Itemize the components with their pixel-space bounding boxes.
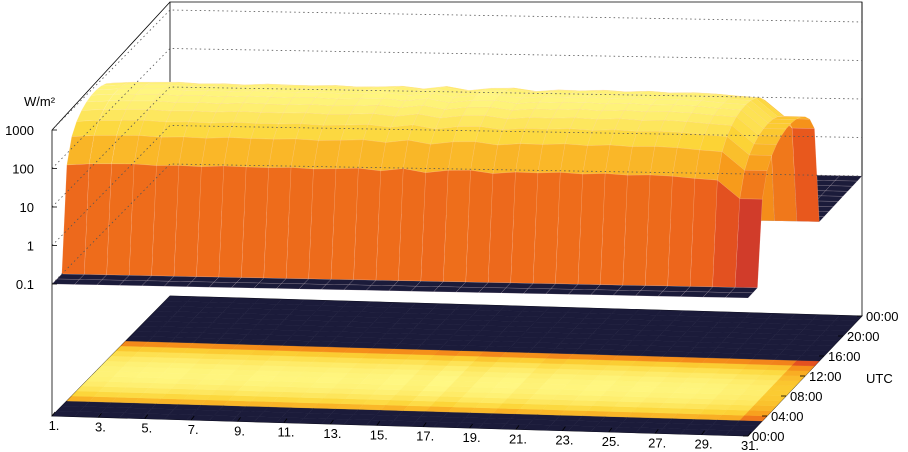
- z-tick-label: 10: [20, 200, 34, 215]
- x-tick-mark: [237, 417, 241, 422]
- x-tick-mark: [515, 425, 520, 430]
- x-tick-mark: [469, 423, 473, 429]
- y-tick-label: 08:00: [790, 389, 823, 404]
- x-tick-mark: [98, 413, 102, 418]
- x-tick-label: 29.: [695, 437, 713, 452]
- x-tick-mark: [608, 427, 613, 433]
- y-tick-label: 12:00: [809, 369, 842, 384]
- heatmap-cell: [810, 340, 839, 347]
- z-tick-label: 1: [27, 239, 34, 254]
- x-tick-label: 9.: [234, 423, 245, 438]
- y-tick-label: 04:00: [771, 409, 804, 424]
- surface-patch: [753, 135, 782, 145]
- surface-patch: [712, 179, 741, 288]
- surface-patch: [834, 175, 863, 182]
- surface-patch: [787, 118, 815, 129]
- surface-patch: [729, 287, 758, 294]
- x-tick-mark: [283, 418, 288, 423]
- surface-patch: [767, 118, 797, 124]
- surface-patch: [820, 190, 849, 197]
- heatmap-cell: [734, 420, 763, 427]
- z-tick-label: 0.1: [16, 277, 34, 292]
- x-tick-mark: [51, 411, 56, 417]
- x-tick-label: 1.: [49, 418, 60, 433]
- z-unit-label: W/m²: [24, 94, 56, 109]
- y-tick-label: 16:00: [828, 349, 861, 364]
- x-tick-label: 21.: [509, 431, 527, 446]
- heatmap-cell: [753, 400, 782, 407]
- x-tick-label: 7.: [188, 422, 199, 437]
- surface-patch: [748, 143, 777, 156]
- surface-patch: [744, 154, 773, 171]
- surface-patch: [763, 122, 792, 130]
- x-tick-label: 19.: [463, 430, 481, 445]
- base-heatmap: [51, 295, 863, 437]
- axis-labels: 1000 100 10 1 0.1 W/m² 1. 3. 5. 7. 9. 11. 13. 15. 17. 1…: [5, 94, 898, 452]
- heatmap-cell: [782, 370, 811, 377]
- x-tick-label: 17.: [416, 429, 434, 444]
- heatmap-cell: [829, 320, 858, 327]
- heatmap-cell: [744, 410, 773, 417]
- surface-patch: [824, 185, 853, 192]
- y-axis-label: UTC: [866, 371, 893, 386]
- surface-patch: [815, 195, 844, 202]
- z-tick-label: 1000: [5, 123, 34, 138]
- x-tick-mark: [376, 421, 381, 426]
- left-wall-top-edge: [51, 1, 171, 131]
- x-tick-mark: [330, 419, 334, 425]
- y-tick-label: 20:00: [847, 329, 880, 344]
- x-tick-label: 23.: [555, 433, 573, 448]
- x-tick-mark: [654, 429, 659, 434]
- surface-plot: [51, 81, 863, 299]
- x-tick-label: 3.: [95, 419, 106, 434]
- x-tick-label: 5.: [141, 421, 152, 436]
- x-tick-mark: [144, 414, 149, 419]
- x-tick-label: 27.: [648, 435, 666, 450]
- heatmap-cell: [763, 390, 792, 397]
- x-tick-label: 25.: [602, 434, 620, 449]
- x-tick-label: 13.: [323, 426, 341, 441]
- heatmap-cell: [801, 350, 830, 357]
- surface-patch: [734, 198, 763, 289]
- x-tick-mark: [562, 426, 566, 431]
- y-tick-label: 00:00: [866, 309, 899, 324]
- heatmap-cell: [820, 330, 849, 337]
- x-tick-label: 11.: [277, 425, 294, 440]
- surface-patch: [758, 128, 787, 137]
- surface-patch: [791, 127, 820, 223]
- heatmap-cell: [791, 360, 820, 367]
- heatmap-cell: [772, 380, 801, 387]
- surface-patch: [829, 180, 858, 187]
- x-tick-mark: [747, 431, 752, 437]
- y-tick-label: 00:00: [752, 429, 785, 444]
- x-tick-label: 31.: [741, 438, 759, 452]
- x-tick-label: 15.: [370, 427, 388, 442]
- x-tick-mark: [190, 415, 195, 421]
- x-tick-mark: [422, 422, 427, 427]
- x-tick-mark: [701, 430, 705, 435]
- surface-patch: [725, 292, 754, 299]
- z-tick-label: 100: [12, 162, 34, 177]
